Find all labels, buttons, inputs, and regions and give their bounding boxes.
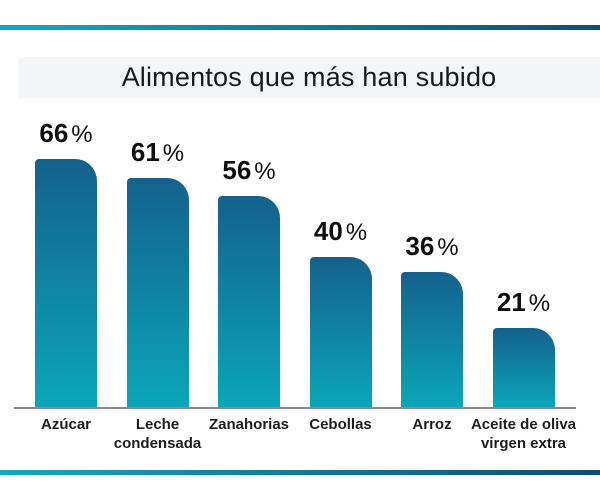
bar-value-number: 61 — [130, 137, 160, 167]
bar-value-number: 21 — [496, 287, 526, 317]
bar — [492, 328, 555, 407]
bar-value-label: 56% — [189, 157, 309, 184]
bar — [126, 178, 189, 407]
bar-chart: 66% Azúcar 61% Leche condensada 56% Zanahoria… — [14, 110, 576, 452]
bar-category-label: Cebollas — [309, 416, 372, 433]
title-band: Alimentos que más han subido — [18, 57, 600, 98]
percent-sign: % — [162, 140, 185, 167]
bar — [309, 257, 372, 407]
bar-value-label: 36% — [372, 233, 492, 260]
bar-value-label: 21% — [464, 289, 584, 316]
bar-value-label: 40% — [281, 218, 401, 245]
bar-value-number: 66 — [39, 118, 69, 148]
percent-sign: % — [345, 219, 368, 246]
bar-value-number: 40 — [313, 216, 343, 246]
percent-sign: % — [528, 290, 551, 317]
bar — [401, 272, 463, 407]
bar-category-label: Azúcar — [40, 416, 92, 433]
bar-value-label: 66% — [6, 120, 126, 147]
bar-value-number: 36 — [405, 231, 435, 261]
bar — [35, 159, 97, 407]
bar-category-label: Arroz — [412, 416, 452, 433]
percent-sign: % — [254, 158, 276, 185]
percent-sign: % — [71, 121, 93, 148]
bar-value-number: 56 — [222, 155, 252, 185]
bar — [218, 196, 280, 407]
top-accent-line — [0, 25, 600, 30]
bar-category-label: Aceite de oliva virgen extra — [470, 416, 577, 452]
bar-category-label: Zanahorias — [208, 416, 290, 433]
bottom-accent-line — [0, 470, 600, 475]
page-title: Alimentos que más han subido — [121, 62, 497, 92]
bar-value-label: 61% — [98, 139, 218, 166]
percent-sign: % — [437, 234, 459, 261]
bar-category-label: Leche condensada — [113, 416, 202, 452]
